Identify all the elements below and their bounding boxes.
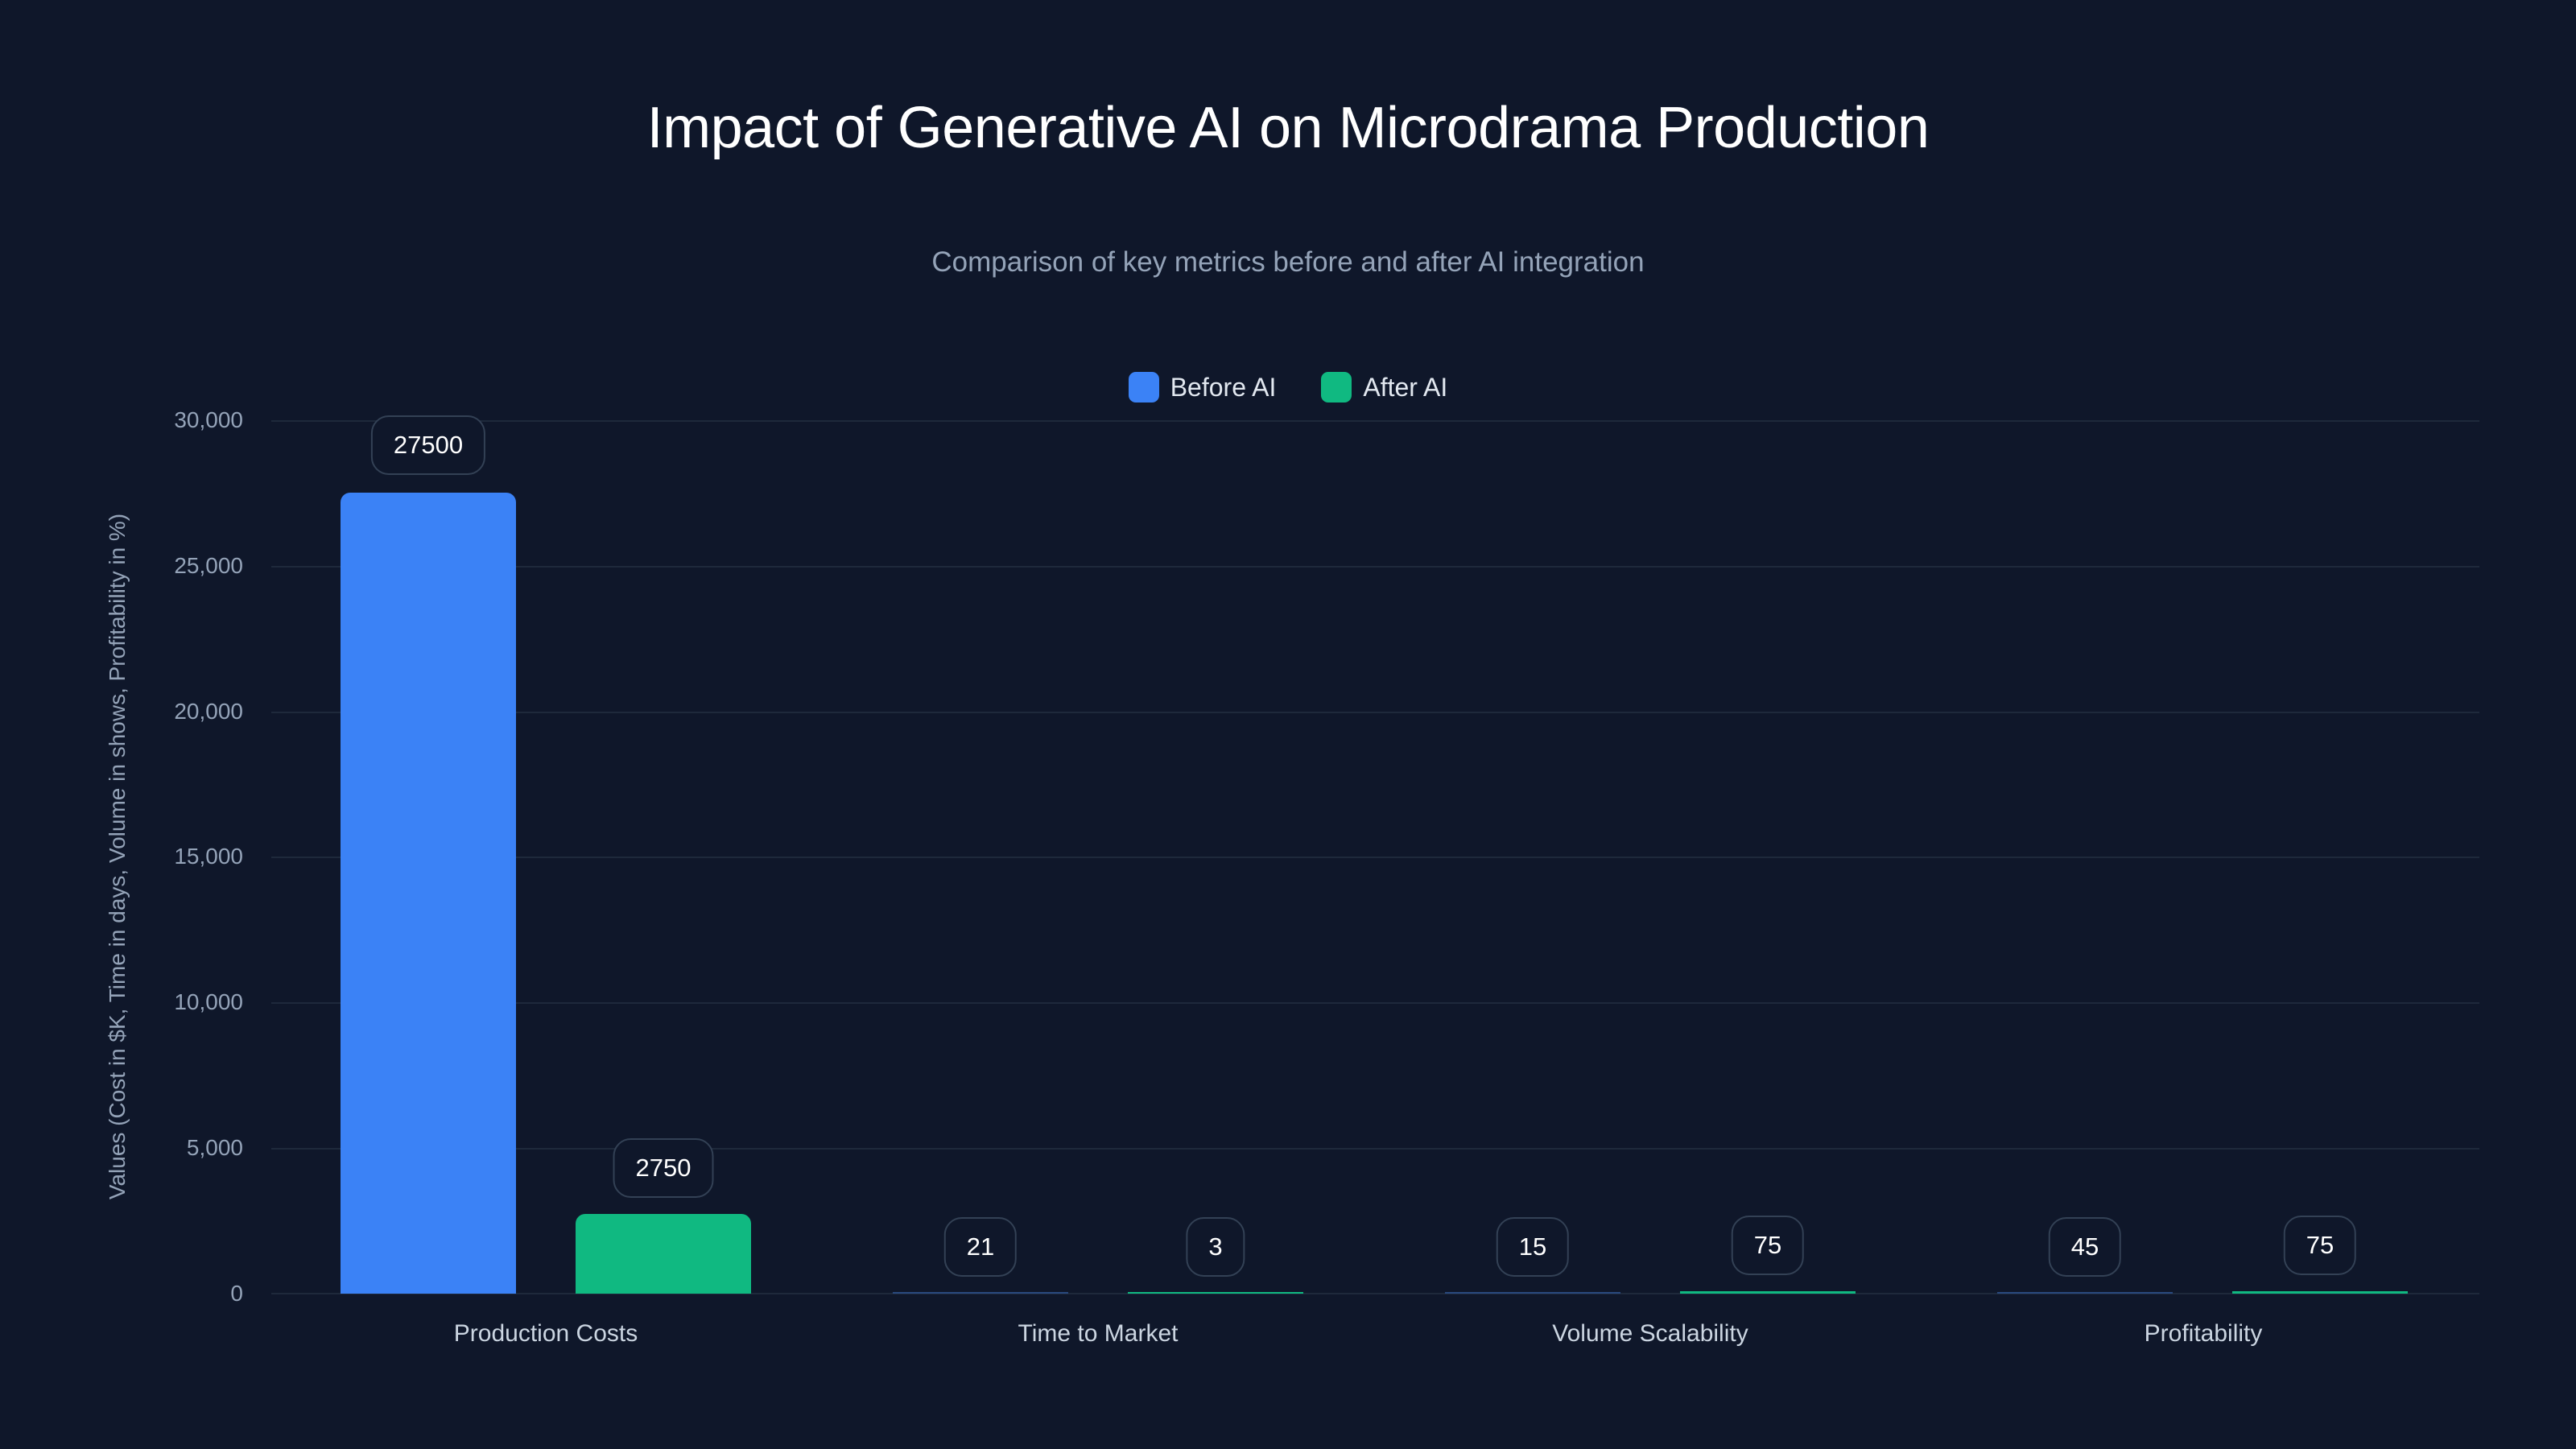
y-tick: 0 [230,1281,243,1306]
legend-label: Before AI [1170,372,1277,402]
legend-item-after-ai[interactable]: After AI [1321,372,1447,402]
gridline [271,1002,2479,1004]
legend: Before AI After AI [0,372,2576,402]
gridline [271,712,2479,713]
legend-label: After AI [1363,372,1448,402]
legend-swatch-after-icon [1321,372,1352,402]
x-tick-time-to-market: Time to Market [1018,1320,1179,1347]
bar-before-volume-scalability[interactable] [1445,1292,1620,1294]
x-tick-production-costs: Production Costs [453,1320,638,1347]
bar-before-time-to-market[interactable] [893,1292,1068,1294]
data-label: 45 [2048,1217,2122,1277]
bar-after-profitability[interactable] [2232,1291,2408,1294]
data-label: 2750 [613,1138,714,1198]
bar-after-production-costs[interactable] [576,1214,751,1294]
data-label: 75 [1731,1216,1805,1275]
y-tick: 10,000 [174,989,243,1014]
gridline [271,420,2479,422]
y-tick: 15,000 [174,844,243,869]
y-tick: 20,000 [174,699,243,724]
data-label: 21 [943,1217,1018,1277]
x-tick-volume-scalability: Volume Scalability [1552,1320,1748,1347]
bar-after-time-to-market[interactable] [1128,1292,1303,1294]
gridline [271,857,2479,858]
data-label: 3 [1186,1217,1245,1277]
data-label: 15 [1496,1217,1570,1277]
y-tick: 30,000 [174,407,243,432]
y-tick: 5,000 [186,1135,243,1160]
bar-before-profitability[interactable] [1997,1292,2173,1294]
chart-title: Impact of Generative AI on Microdrama Pr… [646,96,1930,160]
plot-area: 27500 2750 21 3 15 75 45 75 [271,415,2479,1294]
baseline [271,1293,2479,1294]
x-tick-profitability: Profitability [2144,1320,2263,1347]
legend-item-before-ai[interactable]: Before AI [1128,372,1277,402]
legend-swatch-before-icon [1128,372,1159,402]
bar-before-production-costs[interactable] [341,493,516,1294]
gridline [271,566,2479,568]
bar-after-volume-scalability[interactable] [1680,1291,1856,1294]
data-label: 75 [2283,1216,2357,1275]
gridline [271,1148,2479,1150]
y-tick: 25,000 [174,553,243,578]
chart-subtitle: Comparison of key metrics before and aft… [931,246,1645,278]
data-label: 27500 [370,415,486,475]
